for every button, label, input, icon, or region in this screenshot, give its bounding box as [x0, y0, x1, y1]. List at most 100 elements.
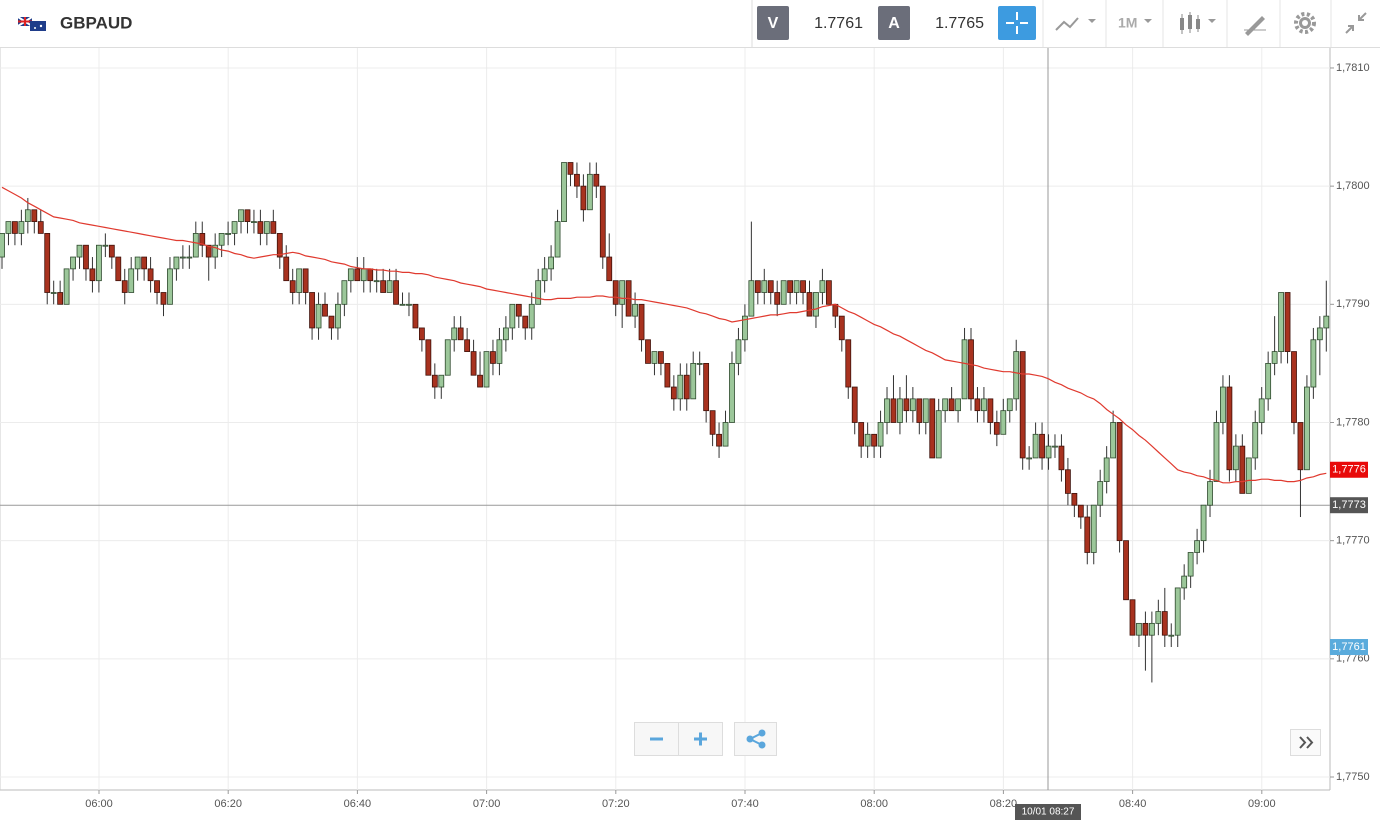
- chart-type-button[interactable]: [1180, 12, 1216, 34]
- y-tick-label: 1,7750: [1336, 771, 1370, 783]
- draw-button[interactable]: [1244, 16, 1266, 36]
- candle-body: [670, 386, 677, 400]
- candle-body: [1310, 339, 1317, 388]
- candle-body: [1291, 351, 1297, 423]
- ask-price: 1.7765: [935, 15, 984, 32]
- y-tick-label: 1,7760: [1336, 653, 1370, 665]
- candle-body: [179, 256, 186, 259]
- candle-body: [838, 315, 845, 341]
- candle-body: [993, 422, 1000, 435]
- scroll-right[interactable]: [1290, 729, 1322, 757]
- candle-body: [1258, 398, 1265, 423]
- candle-body: [1039, 433, 1045, 459]
- candle-body: [173, 256, 180, 270]
- candle-body: [490, 351, 496, 364]
- candle-body: [599, 185, 606, 258]
- candle-body: [658, 351, 664, 364]
- candle-body: [1058, 445, 1065, 471]
- price-tag-label: 1,7761: [1332, 641, 1366, 653]
- candle-body: [1110, 422, 1117, 459]
- candle-body: [289, 280, 296, 293]
- candle-body: [360, 268, 367, 282]
- candle-body: [477, 374, 483, 388]
- candle-body: [612, 280, 619, 305]
- x-tick-label: 08:40: [1119, 798, 1147, 810]
- candle-body: [1065, 469, 1071, 494]
- candle-body: [76, 244, 83, 258]
- price-tag: [1330, 461, 1368, 478]
- candle-body: [819, 280, 826, 293]
- candle-body: [464, 339, 471, 352]
- candle-body: [806, 292, 813, 317]
- candle-body: [942, 398, 949, 412]
- candle-body: [244, 209, 251, 222]
- candle-body: [1161, 611, 1168, 636]
- share[interactable]: [734, 722, 777, 756]
- candle-body: [1187, 552, 1194, 577]
- candle-body: [690, 363, 697, 400]
- candle-body: [108, 244, 115, 258]
- candle-body: [884, 398, 890, 423]
- candle-body: [813, 292, 819, 317]
- candle-body: [1304, 386, 1310, 471]
- candle-body: [444, 339, 451, 376]
- candle-body: [1174, 587, 1181, 636]
- ask-button[interactable]: [878, 6, 910, 40]
- candle-body: [263, 221, 270, 234]
- candle-body: [961, 339, 968, 400]
- candle-body: [955, 398, 961, 412]
- x-tick-label: 08:00: [860, 798, 888, 810]
- candle-body: [1207, 481, 1213, 506]
- price-tag-label: 1,7773: [1332, 499, 1366, 511]
- candle-body: [1123, 540, 1129, 601]
- candle-body: [968, 339, 974, 400]
- candle-body: [729, 363, 735, 423]
- price-tag: [1330, 639, 1368, 656]
- bid-button[interactable]: [757, 6, 789, 40]
- candle-body: [1323, 315, 1330, 329]
- x-tick-label: 06:00: [85, 798, 113, 810]
- candle-body: [1284, 292, 1291, 352]
- zoom-controls: [634, 722, 784, 763]
- candle-body: [567, 162, 574, 175]
- candle-body: [24, 209, 31, 222]
- crosshair-button[interactable]: [998, 6, 1036, 40]
- candle-body: [5, 221, 12, 234]
- candle-body: [800, 280, 806, 293]
- candle-body: [367, 268, 374, 282]
- timeframe[interactable]: 1M: [1118, 15, 1137, 31]
- candle-body: [1013, 351, 1020, 400]
- candle-body: [574, 173, 580, 187]
- candle-body: [748, 280, 755, 317]
- candle-body: [535, 280, 542, 305]
- candle-body: [909, 398, 916, 412]
- candle-body: [780, 280, 787, 305]
- candle-body: [496, 339, 503, 364]
- candle-body: [18, 221, 25, 234]
- candle-body: [296, 268, 303, 293]
- candle-body: [1129, 599, 1136, 636]
- candle-body: [1097, 481, 1104, 506]
- candle-body: [457, 327, 464, 341]
- candle-body: [63, 268, 70, 305]
- candle-body: [645, 339, 651, 364]
- candle-body: [742, 315, 748, 341]
- candle-body: [1271, 351, 1278, 364]
- candle-body: [832, 303, 839, 317]
- candle-body: [1194, 540, 1200, 553]
- candle-body: [981, 398, 987, 412]
- candle-body: [929, 398, 936, 459]
- candle-body: [70, 256, 76, 270]
- candle-body: [0, 233, 5, 258]
- collapse-button[interactable]: [1345, 12, 1367, 34]
- candle-body: [1265, 363, 1272, 400]
- candle-body: [851, 386, 858, 423]
- candle-body: [115, 256, 122, 282]
- indicator-button[interactable]: [1055, 17, 1096, 31]
- candle-body: [167, 268, 173, 305]
- settings-button[interactable]: [1294, 12, 1316, 34]
- candle-body: [12, 221, 18, 234]
- candle-body: [787, 280, 794, 293]
- candle-body: [1077, 504, 1084, 518]
- candle-body: [871, 433, 877, 447]
